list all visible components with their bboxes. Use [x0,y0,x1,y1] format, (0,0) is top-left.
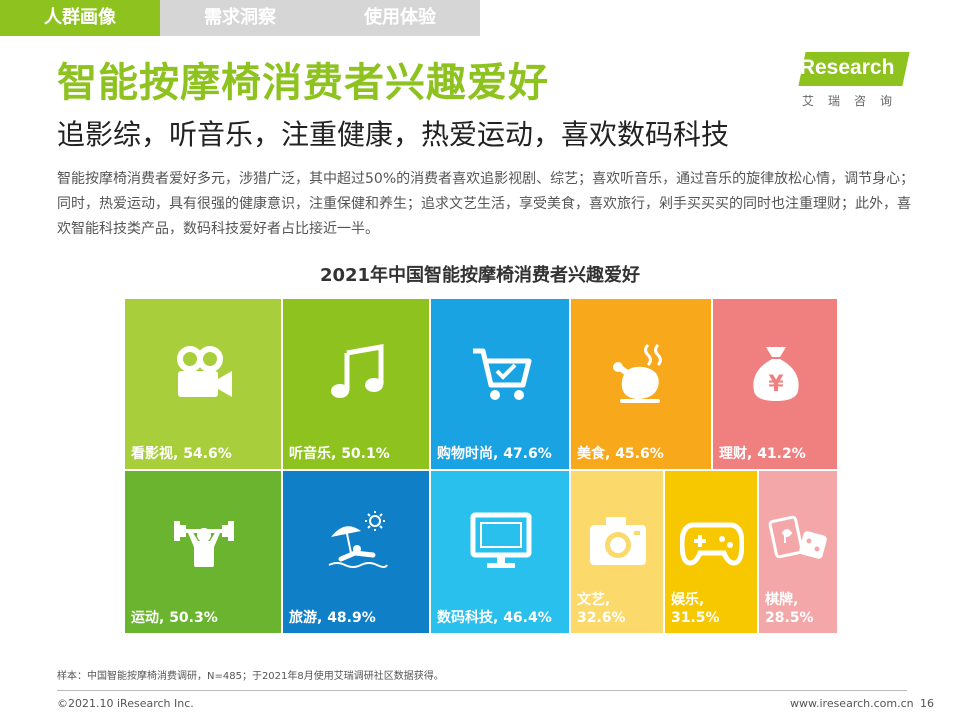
treemap-tile-2: 听音乐, 50.1% [282,298,430,470]
tab-demand-insight[interactable]: 需求洞察 [160,0,320,36]
shopping-cart-icon [469,341,533,405]
description-text: 智能按摩椅消费者爱好多元，涉猎广泛，其中超过50%的消费者喜欢追影视剧、综艺；喜… [57,171,915,237]
footer-divider [57,690,907,691]
logo-text: iResearch [794,56,895,79]
treemap-tile-4: 美食, 45.6% [570,298,712,470]
tile-label: 棋牌, 28.5% [765,592,814,626]
treemap-tile-7: 旅游, 48.9% [282,470,430,634]
tile-label: 看影视, 54.6% [131,446,232,462]
treemap-tile-10: 娱乐, 31.5% [664,470,758,634]
interest-treemap: 看影视, 54.6% 听音乐, 50.1% 购物时尚, 47.6% 美食, 45.6%… [124,298,838,634]
music-note-icon [325,341,389,405]
money-bag-icon: ¥ [744,341,808,405]
tile-label: 娱乐, 31.5% [671,592,720,626]
tile-label: 理财, 41.2% [719,446,806,462]
tile-label: 运动, 50.3% [131,610,218,626]
roast-chicken-icon [610,341,674,405]
camera-icon [586,509,650,573]
tile-label: 文艺, 32.6% [577,592,626,626]
page-number: 16 [920,697,934,710]
tile-label: 数码科技, 46.4% [437,610,552,626]
treemap-tile-5: ¥ 理财, 41.2% [712,298,838,470]
website-text: www.iresearch.com.cn [790,697,914,710]
logo-cn-text: 艾瑞咨询 [802,94,907,108]
tab-user-experience[interactable]: 使用体验 [320,0,480,36]
gamepad-icon [679,509,745,573]
page-subtitle: 追影综，听音乐，注重健康，热爱运动，喜欢数码科技 [57,118,730,151]
svg-text:¥: ¥ [768,372,784,397]
treemap-tile-6: 运动, 50.3% [124,470,282,634]
treemap-tile-11: 棋牌, 28.5% [758,470,838,634]
tile-label: 购物时尚, 47.6% [437,446,552,462]
tab-user-profile[interactable]: 人群画像 [0,0,160,36]
copyright-text: ©2021.10 iResearch Inc. [57,697,194,710]
beach-icon [325,509,389,573]
treemap-tile-9: 文艺, 32.6% [570,470,664,634]
iresearch-logo: iResearch 艾瑞咨询 [790,52,920,112]
sample-note: 样本：中国智能按摩椅消费调研，N=485；于2021年8月使用艾瑞调研社区数据获… [57,671,444,682]
treemap-tile-1: 看影视, 54.6% [124,298,282,470]
tile-label: 听音乐, 50.1% [289,446,390,462]
cards-dice-icon [767,509,831,573]
movie-camera-icon [172,341,236,405]
chart-title: 2021年中国智能按摩椅消费者兴趣爱好 [319,265,641,286]
treemap-tile-3: 购物时尚, 47.6% [430,298,570,470]
tile-label: 旅游, 48.9% [289,610,376,626]
weightlifting-icon [172,509,236,573]
tile-label: 美食, 45.6% [577,446,664,462]
page-title: 智能按摩椅消费者兴趣爱好 [57,60,549,106]
monitor-icon [469,509,533,573]
treemap-tile-8: 数码科技, 46.4% [430,470,570,634]
